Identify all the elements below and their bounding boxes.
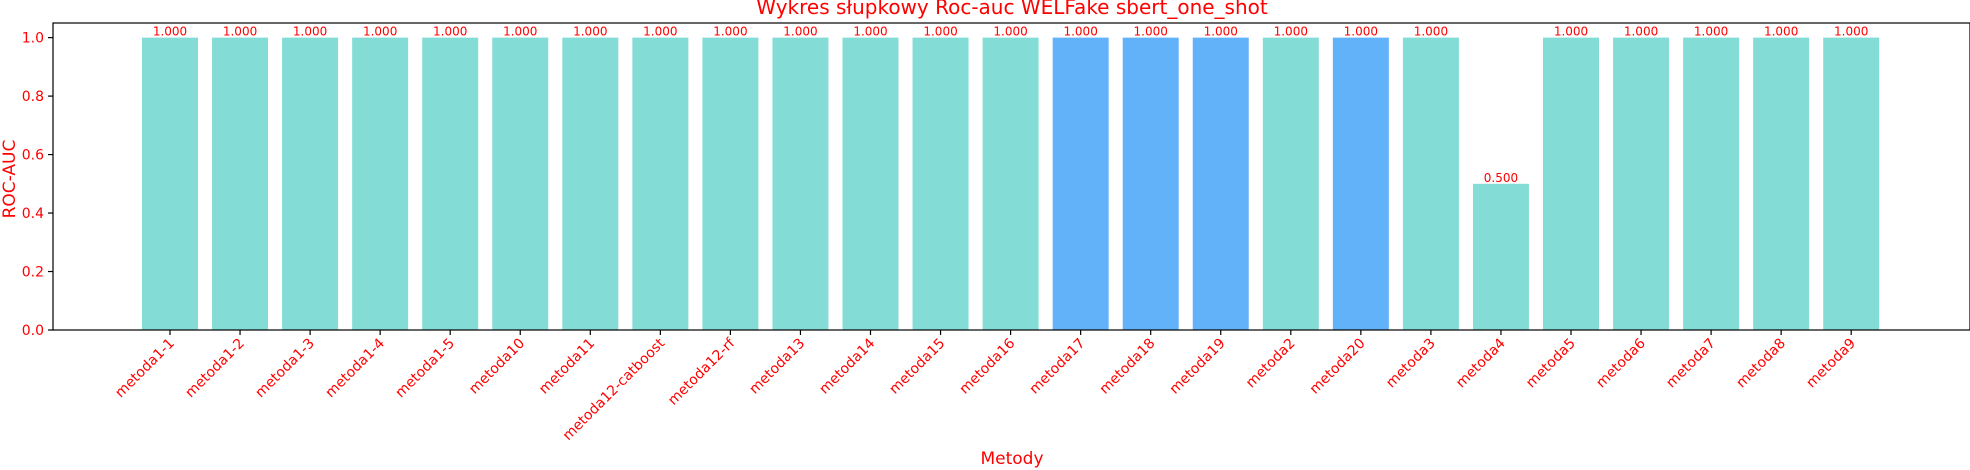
data-label-metoda18: 1.000 (1134, 25, 1168, 39)
x-tick-label-metoda8: metoda8 (1733, 336, 1789, 392)
data-label-metoda8: 1.000 (1764, 25, 1798, 39)
bar-metoda12-rf (702, 37, 759, 330)
x-tick-label-metoda15: metoda15 (886, 336, 948, 398)
x-tick-label-metoda3: metoda3 (1383, 336, 1439, 392)
data-label-metoda1-2: 1.000 (223, 25, 257, 39)
x-tick-label-metoda9: metoda9 (1803, 336, 1859, 392)
data-label-metoda15: 1.000 (923, 25, 957, 39)
y-tick-label: 0.8 (22, 89, 44, 105)
data-label-metoda16: 1.000 (993, 25, 1027, 39)
bar-metoda3 (1402, 37, 1459, 330)
data-label-metoda3: 1.000 (1414, 25, 1448, 39)
bars-group (142, 37, 1880, 330)
data-label-metoda12-rf: 1.000 (713, 25, 747, 39)
data-label-metoda6: 1.000 (1624, 25, 1658, 39)
bar-metoda15 (912, 37, 969, 330)
bar-metoda20 (1332, 37, 1389, 330)
x-tick-label-metoda4: metoda4 (1453, 335, 1509, 391)
x-tick-label-metoda1-2: metoda1-2 (182, 336, 248, 402)
x-tick-label-metoda19: metoda19 (1167, 336, 1229, 398)
x-tick-label-metoda1-5: metoda1-5 (393, 336, 459, 402)
data-label-metoda13: 1.000 (783, 25, 817, 39)
bar-metoda16 (982, 37, 1039, 330)
y-ticks-group: 0.0 0.2 0.4 0.6 0.8 1.0 (22, 31, 53, 339)
bar-metoda5 (1543, 37, 1599, 330)
data-label-metoda12-catboost: 1.000 (643, 25, 677, 39)
bar-metoda1-1 (142, 37, 198, 330)
data-label-metoda5: 1.000 (1554, 25, 1588, 39)
x-tick-label-metoda11: metoda11 (536, 336, 598, 398)
data-label-metoda1-3: 1.000 (293, 25, 327, 39)
x-tick-label-metoda6: metoda6 (1593, 335, 1649, 391)
data-label-metoda17: 1.000 (1063, 25, 1097, 39)
data-labels-group: 1.000 1.000 1.000 1.000 1.000 1.000 1.000 1.000… (153, 25, 1869, 185)
x-axis-label: Metody (980, 449, 1043, 469)
data-label-metoda1-4: 1.000 (363, 25, 397, 39)
x-tick-label-metoda1-3: metoda1-3 (252, 336, 318, 402)
data-label-metoda1-1: 1.000 (153, 25, 187, 39)
bar-metoda9 (1823, 37, 1880, 330)
x-tick-label-metoda16: metoda16 (956, 335, 1018, 397)
x-tick-label-metoda20: metoda20 (1307, 336, 1369, 398)
y-tick-label: 0.6 (22, 148, 44, 164)
bar-metoda1-2 (212, 37, 269, 330)
bar-metoda11 (562, 37, 619, 330)
bar-metoda6 (1613, 37, 1670, 330)
x-ticks-group: metoda1-1 metoda1-2 metoda1-3 metoda1-4 meto… (112, 330, 1859, 444)
x-tick-label-metoda2: metoda2 (1243, 336, 1299, 392)
bar-metoda7 (1683, 37, 1740, 330)
y-tick-label: 0.2 (22, 265, 44, 281)
bar-metoda17 (1052, 37, 1109, 330)
x-tick-label-metoda10: metoda10 (466, 336, 528, 398)
x-tick-label-metoda14: metoda14 (816, 335, 878, 397)
y-tick-label: 1.0 (22, 31, 44, 47)
bar-metoda8 (1753, 37, 1810, 330)
bar-metoda12-catboost (632, 37, 689, 330)
data-label-metoda7: 1.000 (1694, 25, 1728, 39)
bar-metoda1-4 (352, 37, 409, 330)
y-axis-label: ROC-AUC (0, 140, 20, 219)
x-tick-label-metoda1-4: metoda1-4 (322, 335, 388, 401)
bar-metoda18 (1122, 37, 1179, 330)
plot-frame (52, 22, 1970, 331)
bar-metoda1-3 (282, 37, 339, 330)
x-tick-label-metoda5: metoda5 (1523, 336, 1579, 392)
bar-metoda10 (492, 37, 549, 330)
chart-title: Wykres słupkowy Roc-auc WELFake sbert_on… (756, 0, 1268, 19)
data-label-metoda14: 1.000 (853, 25, 887, 39)
x-tick-label-metoda1-1: metoda1-1 (112, 336, 178, 402)
y-tick-label: 0.0 (22, 323, 44, 339)
bar-metoda1-5 (422, 37, 479, 330)
x-tick-label-metoda17: metoda17 (1027, 336, 1089, 398)
data-label-metoda1-5: 1.000 (433, 25, 467, 39)
data-label-metoda10: 1.000 (503, 25, 537, 39)
x-tick-label-metoda18: metoda18 (1097, 336, 1159, 398)
y-tick-label: 0.4 (22, 206, 44, 222)
data-label-metoda2: 1.000 (1274, 25, 1308, 39)
data-label-metoda4: 0.500 (1484, 171, 1518, 185)
bar-metoda13 (772, 37, 829, 330)
bar-metoda14 (842, 37, 899, 330)
bar-metoda4 (1472, 183, 1529, 330)
data-label-metoda19: 1.000 (1204, 25, 1238, 39)
x-tick-label-metoda7: metoda7 (1663, 336, 1719, 392)
data-label-metoda9: 1.000 (1834, 25, 1868, 39)
data-label-metoda11: 1.000 (573, 25, 607, 39)
bar-metoda19 (1192, 37, 1249, 330)
bar-metoda2 (1262, 37, 1319, 330)
data-label-metoda20: 1.000 (1344, 25, 1378, 39)
x-tick-label-metoda13: metoda13 (746, 336, 808, 398)
x-tick-label-metoda12-rf: metoda12-rf (665, 335, 739, 409)
